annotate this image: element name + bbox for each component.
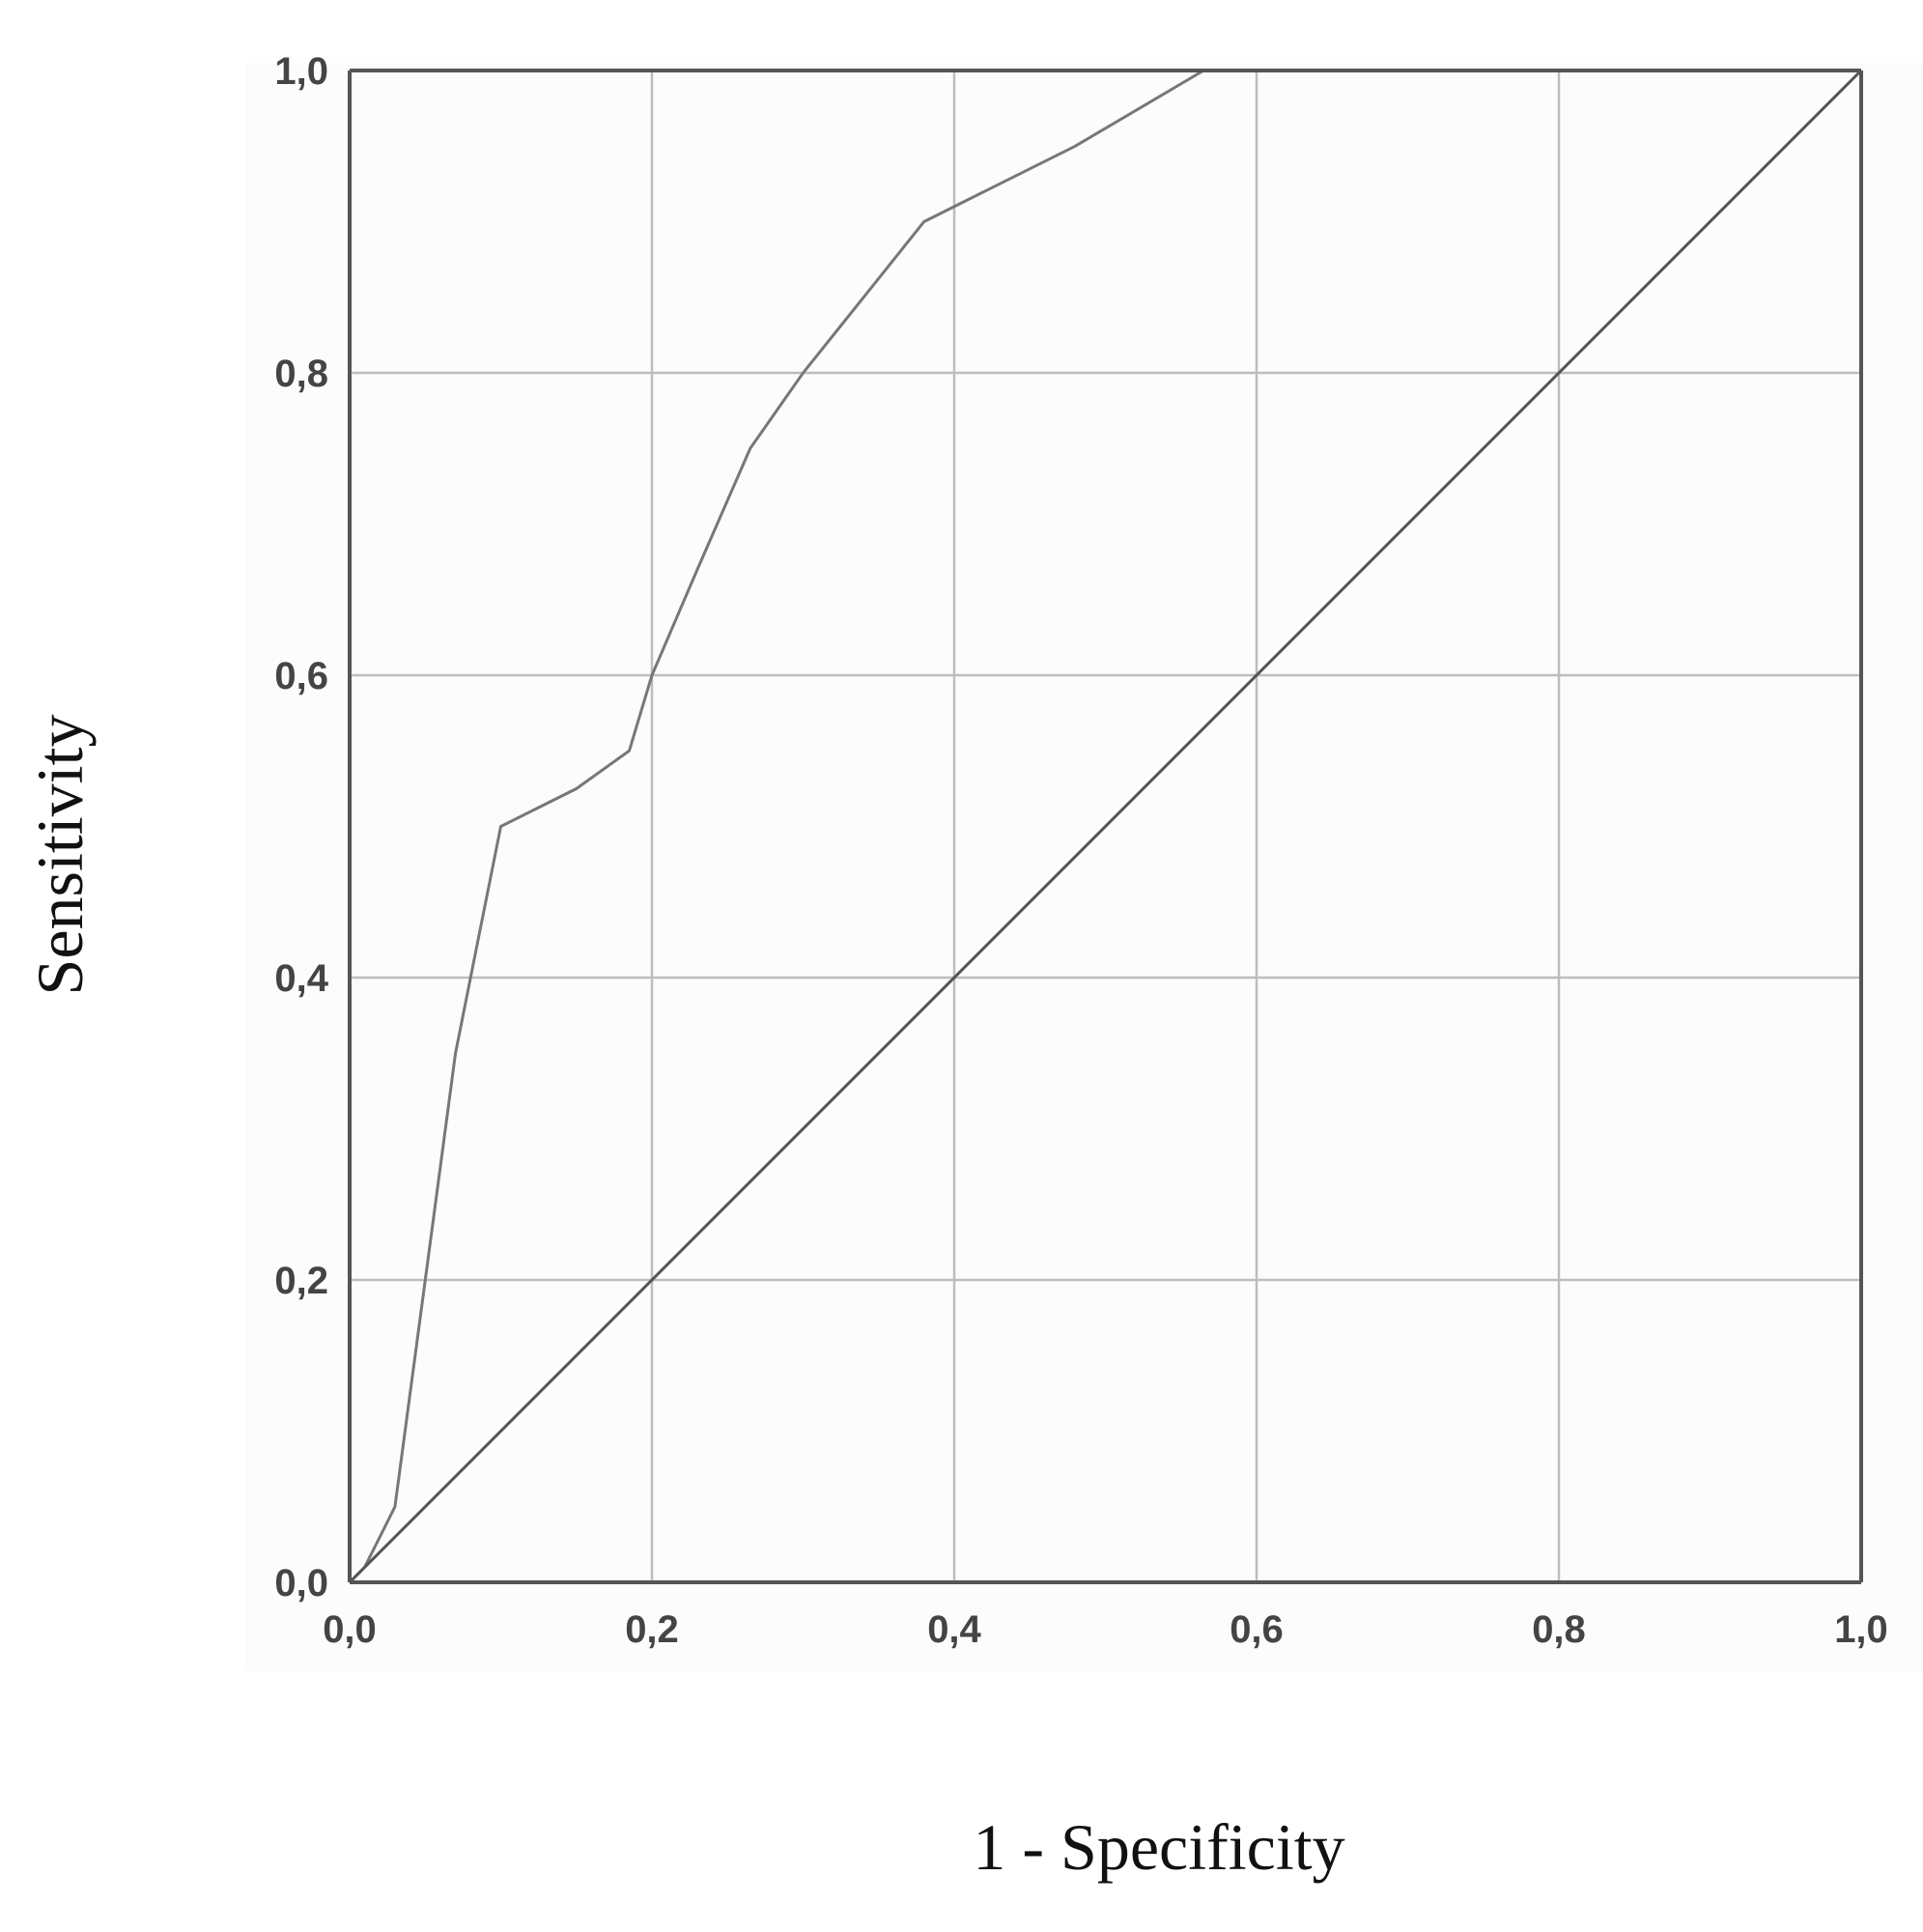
- x-tick-label: 0,6: [1230, 1608, 1284, 1651]
- plot-area-background: [246, 63, 1922, 1671]
- x-tick-label: 0,4: [927, 1608, 981, 1651]
- x-axis-title: 1 - Specificity: [973, 1810, 1344, 1884]
- y-tick-labels: 0,0 0,2 0,4 0,6 0,8 1,0: [274, 50, 328, 1605]
- y-tick-label: 1,0: [274, 50, 328, 93]
- x-tick-label: 0,8: [1532, 1608, 1586, 1651]
- y-tick-label: 0,6: [274, 655, 328, 697]
- y-axis-title: Sensitivity: [23, 715, 97, 996]
- x-tick-labels: 0,0 0,2 0,4 0,6 0,8 1,0: [323, 1608, 1888, 1651]
- axes-frame: [348, 69, 1863, 1584]
- y-tick-label: 0,0: [274, 1562, 328, 1605]
- data-series: [348, 69, 1863, 1584]
- reference-line: [348, 69, 1863, 1584]
- roc-curve: [348, 69, 1861, 1584]
- x-tick-label: 0,0: [323, 1608, 377, 1651]
- y-tick-label: 0,2: [274, 1260, 328, 1302]
- y-tick-label: 0,4: [274, 957, 328, 1000]
- x-tick-label: 0,2: [625, 1608, 679, 1651]
- x-tick-label: 1,0: [1834, 1608, 1888, 1651]
- y-tick-label: 0,8: [274, 353, 328, 395]
